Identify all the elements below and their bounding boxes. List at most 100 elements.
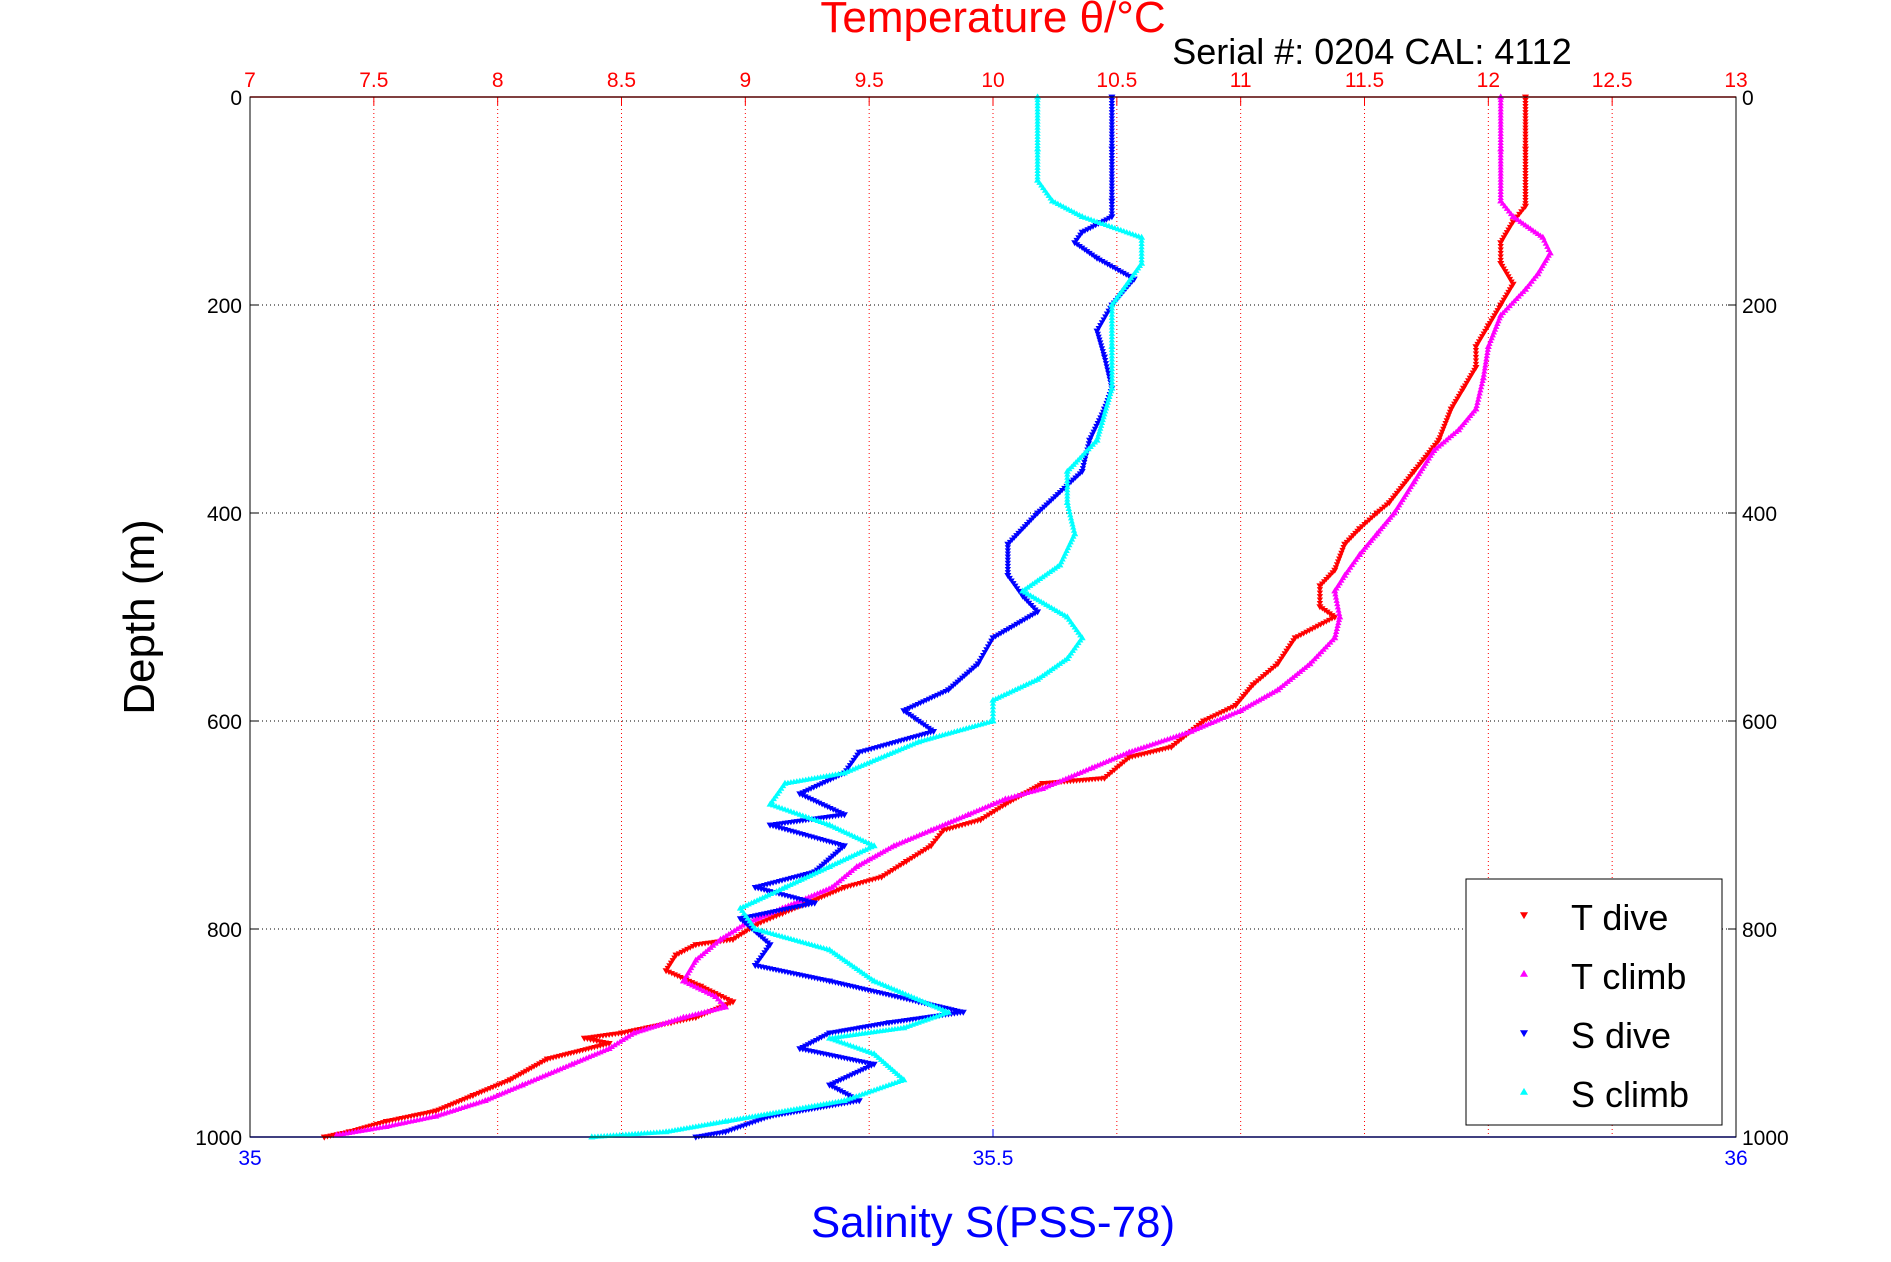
data-point (662, 1128, 670, 1135)
series-marker (1452, 399, 1459, 405)
data-point (1484, 343, 1492, 350)
data-point (1100, 775, 1108, 782)
series-marker (1108, 205, 1116, 211)
data-point (729, 999, 737, 1006)
series-marker (1065, 774, 1072, 780)
data-point (1497, 197, 1505, 204)
data-point (729, 936, 737, 943)
series-marker (1108, 107, 1116, 113)
bottom-tick-label: 36 (1724, 1147, 1747, 1170)
series-marker (936, 833, 943, 839)
data-point (826, 821, 834, 828)
data-point (826, 1030, 834, 1037)
series-marker (1294, 670, 1301, 676)
top-tick-label: 10.5 (1096, 69, 1137, 92)
data-point (679, 1013, 687, 1020)
series-marker (1108, 159, 1116, 165)
series-marker (1108, 183, 1116, 189)
data-point (1373, 510, 1381, 517)
data-point (930, 728, 938, 735)
series-marker (1278, 656, 1285, 662)
data-point (1078, 468, 1086, 475)
series-marker (1522, 140, 1529, 147)
series-marker (846, 763, 854, 769)
series-marker (1435, 443, 1442, 449)
series-marker (1108, 116, 1116, 122)
series-marker (1089, 432, 1096, 438)
series-marker (1522, 158, 1529, 165)
plot-frame (249, 96, 1737, 1138)
series-marker (1108, 192, 1116, 199)
series-marker (1505, 289, 1512, 296)
series-marker (1472, 351, 1480, 357)
data-point (959, 1009, 967, 1016)
series-marker (551, 1068, 558, 1074)
series-marker (761, 950, 768, 956)
series-marker (1313, 653, 1320, 659)
series-marker (1095, 418, 1103, 424)
series-marker (793, 898, 801, 905)
legend: T dive T climb S dive S climb (1465, 878, 1723, 1126)
data-point (1341, 541, 1349, 548)
data-point (736, 904, 744, 911)
series-marker (1103, 311, 1111, 317)
series-marker (1457, 391, 1464, 397)
series-marker (700, 987, 708, 994)
series-marker (1023, 789, 1031, 796)
series-marker (1522, 131, 1529, 137)
series-marker (1095, 325, 1102, 332)
series-marker (1450, 430, 1457, 437)
series-marker (1045, 782, 1052, 789)
series-marker (1222, 713, 1230, 719)
data-point (721, 1003, 730, 1010)
series-marker (1522, 170, 1529, 177)
series-marker (1100, 317, 1107, 323)
series-marker (1437, 432, 1445, 438)
series-marker (1324, 641, 1332, 648)
data-point (1108, 214, 1116, 221)
data-point (1331, 614, 1339, 621)
series-marker (1455, 393, 1463, 400)
series-marker (1500, 235, 1507, 241)
data-point (1390, 509, 1398, 516)
data-point (1138, 233, 1146, 240)
data-point (927, 843, 935, 850)
series-marker (1522, 155, 1529, 162)
series-t-dive (320, 94, 1530, 1141)
series-marker (1448, 432, 1455, 439)
series-marker (820, 887, 827, 894)
series-marker (1522, 167, 1529, 174)
legend-label: S climb (1571, 1074, 1689, 1115)
series-marker (814, 890, 821, 896)
data-point (1460, 385, 1468, 392)
data-point (974, 661, 982, 668)
data-point (692, 956, 700, 963)
series-marker (1472, 361, 1480, 368)
series-marker (1522, 195, 1529, 201)
series-marker (1108, 125, 1116, 131)
data-point (1497, 311, 1505, 318)
series-marker (1522, 116, 1529, 122)
series-marker (808, 892, 815, 899)
series-marker (686, 980, 693, 986)
right-depth-tick-label: 800 (1742, 919, 1777, 942)
series-marker (1225, 712, 1233, 718)
series-marker (1051, 780, 1058, 786)
series-marker (533, 1075, 541, 1082)
data-point (989, 717, 997, 724)
series-marker (850, 757, 857, 764)
data-point (1187, 727, 1195, 734)
series-marker (1105, 370, 1112, 376)
series-marker (1108, 211, 1116, 217)
series-marker (1522, 128, 1529, 134)
serial-info: Serial #: 0204 CAL: 4112 (1172, 31, 1572, 72)
series-marker (983, 647, 990, 653)
series-marker (1441, 423, 1448, 430)
legend-box (1465, 878, 1723, 1126)
series-marker (848, 867, 855, 873)
series-marker (1108, 174, 1116, 180)
series-marker (539, 1073, 546, 1079)
data-point (754, 921, 762, 928)
bottom-tick-label: 35 (238, 1147, 261, 1170)
